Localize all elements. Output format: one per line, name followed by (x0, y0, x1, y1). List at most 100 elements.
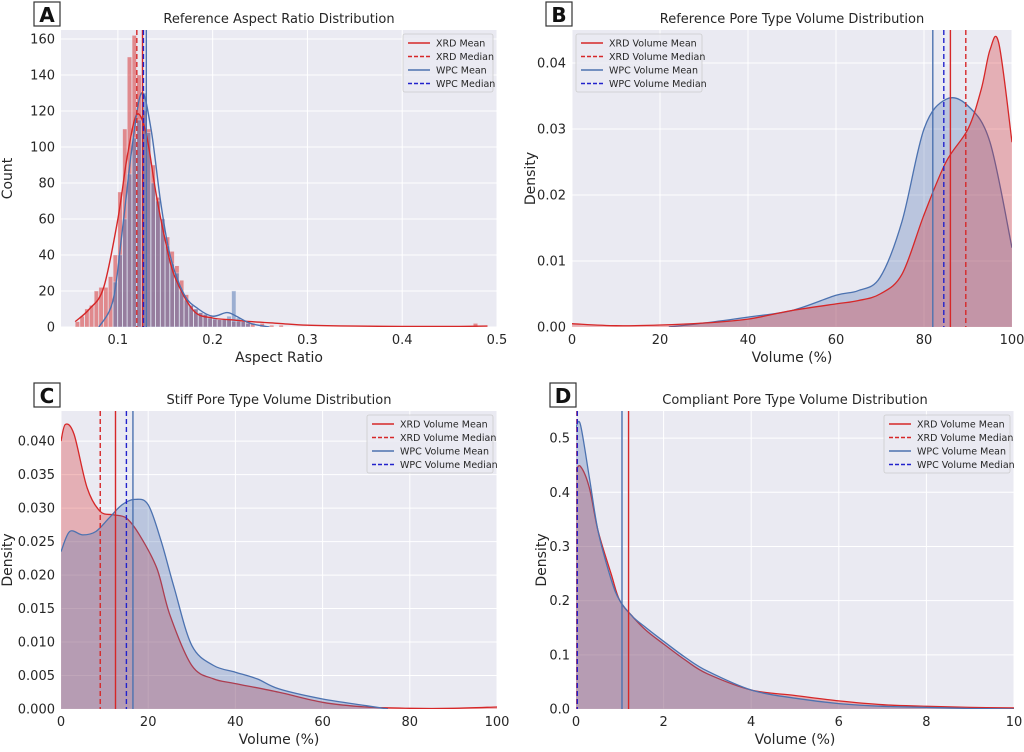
x-tick-label: 0 (568, 333, 576, 348)
x-axis-label: Volume (%) (755, 732, 836, 748)
y-tick-label: 0.010 (18, 636, 55, 651)
legend-box (402, 33, 494, 93)
panel-letter: B (551, 3, 566, 27)
x-tick-label: 0 (57, 715, 65, 730)
x-tick-label: 80 (402, 715, 419, 730)
xrd-bar (75, 321, 80, 327)
y-tick-label: 0.025 (18, 535, 55, 550)
panel-a: 0.1 0.2 0.3 0.4 0.5 0 20 40 60 80 100 120 140 160 Refe… (0, 1, 508, 366)
wpc-bar (193, 308, 199, 327)
wpc-bar (127, 173, 132, 327)
wpc-bar (226, 316, 232, 327)
wpc-bar (236, 317, 241, 327)
wpc-bar (155, 200, 161, 327)
wpc-density-line (668, 97, 1012, 327)
wpc-bar (131, 137, 137, 327)
xrd-bar (93, 290, 99, 327)
legend-box (883, 414, 1011, 474)
wpc-bar (245, 323, 251, 327)
legend-box (575, 33, 703, 93)
xrd-bar (103, 287, 109, 327)
y-tick-label: 60 (38, 213, 55, 228)
x-tick-label: 60 (314, 715, 331, 730)
xrd-kde-line (74, 113, 488, 327)
y-tick-label: 40 (38, 249, 55, 264)
legend-label: WPC Volume Median (609, 79, 707, 90)
panel-letter-box (33, 382, 61, 408)
x-tick-label: 80 (916, 333, 933, 348)
y-tick-label: 80 (38, 177, 55, 192)
legend-label: WPC Volume Median (917, 460, 1015, 471)
y-tick-label: 0 (47, 321, 55, 336)
plot-area (61, 411, 497, 709)
chart-title: Reference Aspect Ratio Distribution (163, 12, 394, 27)
legend: XRD Mean XRD Median WPC Mean WPC Median (402, 33, 495, 93)
y-axis-label: Density (523, 152, 539, 205)
xrd-bar (89, 305, 94, 327)
y-tick-label: 0.015 (18, 602, 55, 617)
y-tick-label: 0.5 (549, 432, 570, 447)
x-tick-label: 10 (1006, 715, 1023, 730)
legend-label: WPC Volume Mean (609, 66, 698, 77)
chart-title: Compliant Pore Type Volume Distribution (662, 393, 927, 408)
wpc-bar (112, 281, 118, 327)
y-tick-label: 0.02 (537, 189, 566, 204)
y-tick-label: 0.01 (537, 255, 566, 270)
x-tick-label: 0.5 (487, 333, 508, 348)
x-tick-label: 0.3 (297, 333, 318, 348)
y-tick-label: 140 (30, 69, 55, 84)
panel-letter-badge: A (33, 1, 61, 27)
y-axis-label: Density (0, 533, 16, 586)
y-axis-label: Count (0, 157, 16, 199)
plot-area (572, 30, 1012, 327)
x-tick-label: 4 (747, 715, 755, 730)
plot-area (74, 30, 488, 327)
y-tick-label: 0.04 (537, 57, 566, 72)
wpc-bar (207, 317, 213, 327)
y-tick-label: 0.4 (549, 486, 570, 501)
panel-letter: A (39, 3, 55, 27)
wpc-density-area (668, 97, 1012, 327)
x-tick-label: 20 (652, 333, 669, 348)
wpc-bar (202, 314, 208, 327)
x-axis-label: Volume (%) (752, 350, 833, 366)
y-tick-label: 0.2 (549, 594, 570, 609)
legend: XRD Volume Mean XRD Volume Median WPC Volu… (575, 33, 707, 93)
wpc-density-area (61, 499, 388, 709)
legend: XRD Volume Mean XRD Volume Median WPC Volu… (883, 414, 1015, 474)
y-tick-label: 0.040 (18, 435, 55, 450)
xrd-bar (84, 308, 90, 327)
chart-title: Reference Pore Type Volume Distribution (660, 12, 924, 27)
xrd-density-area (61, 423, 497, 709)
wpc-bar (217, 319, 222, 327)
legend-label: WPC Volume Mean (400, 447, 489, 458)
wpc-kde-line (98, 92, 270, 327)
xrd-density-area (576, 465, 1014, 709)
xrd-bar (473, 323, 478, 327)
x-axis-label: Aspect Ratio (235, 350, 323, 366)
x-tick-label: 20 (140, 715, 157, 730)
legend-label: XRD Volume Median (917, 433, 1013, 444)
wpc-bar (240, 321, 246, 327)
legend-label: XRD Volume Mean (400, 420, 488, 431)
wpc-bar (221, 319, 227, 327)
panel-b: 0 20 40 60 80 100 0.00 0.01 0.02 0.03 0.04 Referenc… (523, 1, 1024, 366)
y-tick-label: 0.030 (18, 502, 55, 517)
panel-letter: D (555, 384, 572, 408)
y-tick-label: 120 (30, 105, 55, 120)
y-tick-label: 20 (38, 285, 55, 300)
x-tick-label: 0.4 (392, 333, 413, 348)
y-tick-label: 0.1 (549, 648, 570, 663)
y-tick-label: 0.020 (18, 569, 55, 584)
xrd-density-line (61, 423, 497, 709)
wpc-density-line (61, 498, 389, 709)
legend-label: XRD Volume Median (400, 433, 496, 444)
x-tick-label: 0 (572, 715, 580, 730)
legend-label: XRD Volume Mean (609, 39, 697, 50)
panel-letter-box (549, 382, 577, 408)
wpc-bar (150, 182, 156, 327)
y-tick-label: 160 (30, 33, 55, 48)
wpc-density-area (576, 421, 1014, 709)
